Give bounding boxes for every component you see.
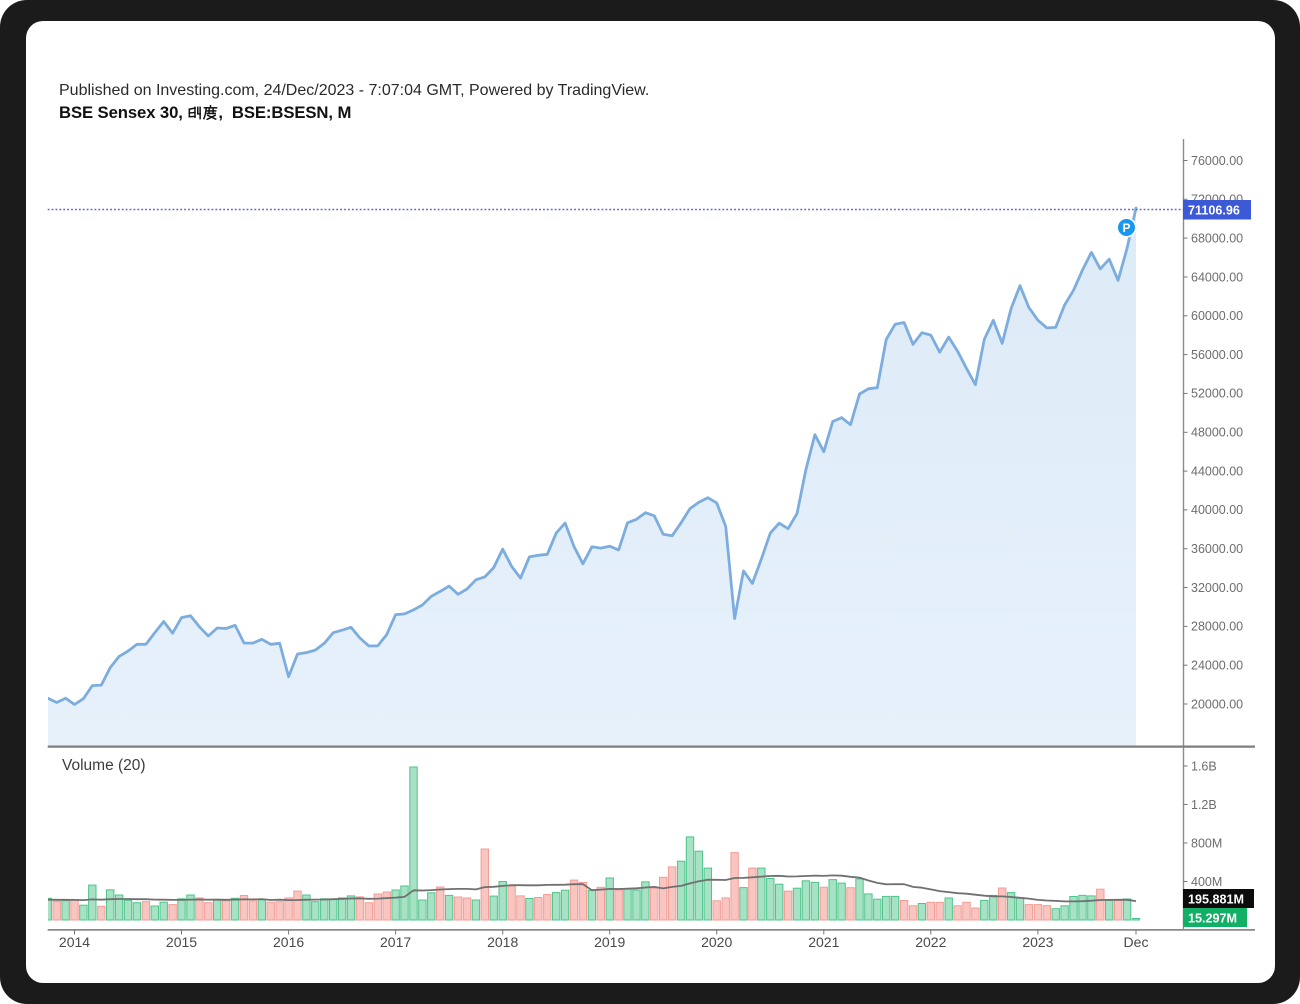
svg-text:2022: 2022	[915, 934, 946, 950]
svg-text:800M: 800M	[1191, 836, 1222, 850]
svg-text:2021: 2021	[808, 934, 839, 950]
svg-text:2018: 2018	[487, 934, 518, 950]
svg-text:28000.00: 28000.00	[1191, 620, 1243, 634]
svg-text:2020: 2020	[701, 934, 732, 950]
svg-text:400M: 400M	[1191, 875, 1222, 889]
svg-text:48000.00: 48000.00	[1191, 426, 1243, 440]
svg-text:52000.00: 52000.00	[1191, 387, 1243, 401]
svg-text:Dec: Dec	[1124, 934, 1149, 950]
svg-text:2017: 2017	[380, 934, 411, 950]
svg-text:15.297M: 15.297M	[1188, 912, 1237, 926]
svg-text:71106.96: 71106.96	[1188, 204, 1240, 218]
svg-text:76000.00: 76000.00	[1191, 154, 1243, 168]
svg-text:1.6B: 1.6B	[1191, 759, 1217, 773]
svg-text:2023: 2023	[1022, 934, 1053, 950]
svg-text:60000.00: 60000.00	[1191, 309, 1243, 323]
svg-text:195.881M: 195.881M	[1188, 893, 1244, 907]
svg-text:20000.00: 20000.00	[1191, 697, 1243, 711]
svg-text:2019: 2019	[594, 934, 625, 950]
svg-text:2015: 2015	[166, 934, 197, 950]
svg-text:P: P	[1122, 221, 1130, 235]
svg-text:1.2B: 1.2B	[1191, 798, 1217, 812]
svg-text:44000.00: 44000.00	[1191, 464, 1243, 478]
svg-text:64000.00: 64000.00	[1191, 270, 1243, 284]
svg-text:36000.00: 36000.00	[1191, 542, 1243, 556]
svg-text:40000.00: 40000.00	[1191, 503, 1243, 517]
svg-text:24000.00: 24000.00	[1191, 659, 1243, 673]
svg-text:2014: 2014	[59, 934, 90, 950]
svg-text:2016: 2016	[273, 934, 304, 950]
svg-text:32000.00: 32000.00	[1191, 581, 1243, 595]
svg-text:56000.00: 56000.00	[1191, 348, 1243, 362]
svg-text:68000.00: 68000.00	[1191, 231, 1243, 245]
